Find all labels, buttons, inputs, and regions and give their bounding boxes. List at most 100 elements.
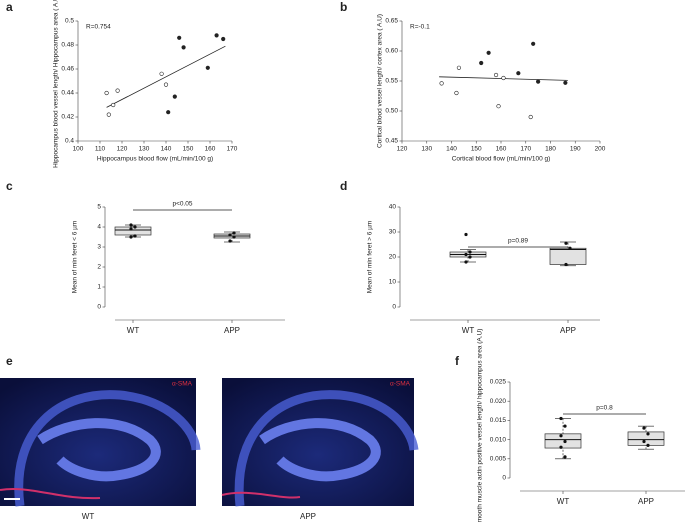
y-tick-label: 0.5	[65, 18, 74, 25]
box	[114, 226, 152, 236]
y-axis-label: α-smooth muscle actin positive vessel le…	[477, 329, 484, 522]
point	[159, 71, 164, 76]
point	[468, 255, 472, 259]
y-tick-label: 4	[97, 224, 101, 231]
y-tick-label: 0.020	[490, 398, 507, 405]
point	[642, 439, 646, 444]
image-caption: APP	[300, 512, 316, 521]
x-tick-label: APP	[638, 497, 654, 506]
y-tick-label: 0.44	[61, 90, 74, 97]
x-tick-label: 130	[421, 146, 432, 153]
point	[129, 223, 133, 227]
y-tick-label: 1	[97, 284, 101, 291]
tissue-band	[234, 390, 419, 507]
point	[464, 232, 468, 237]
y-axis-label: Mean of min feret > 6 µm	[367, 221, 374, 294]
y-tick-label: 0.45	[385, 138, 398, 145]
y-tick-label: 0.4	[65, 138, 74, 145]
point	[559, 416, 563, 421]
point	[501, 75, 506, 81]
panel-letter: b	[340, 0, 347, 14]
y-tick-label: 0	[392, 304, 396, 311]
box	[627, 431, 665, 446]
point	[563, 80, 568, 85]
y-tick-label: 30	[389, 229, 397, 236]
point	[563, 439, 567, 444]
p-value: p<0.05	[172, 201, 192, 208]
x-axis-label: Cortical blood flow (mL/min/100 g)	[452, 156, 551, 163]
point	[115, 88, 120, 93]
point	[214, 33, 219, 38]
point	[221, 36, 226, 42]
y-tick-label: 0	[97, 304, 101, 311]
point	[464, 260, 468, 264]
point	[129, 227, 133, 231]
point	[563, 455, 567, 459]
point	[456, 65, 462, 70]
point	[479, 60, 484, 66]
y-axis-label: Hippocampus blood vessel length/ Hippoca…	[53, 0, 60, 168]
y-tick-label: 0.65	[385, 18, 398, 25]
point	[205, 65, 210, 70]
y-tick-label: 3	[97, 244, 101, 251]
x-axis-label: Hippocampus blood flow (mL/min/100 g)	[97, 156, 213, 163]
stain-label: α-SMA	[172, 381, 193, 388]
p-value: p=0.8	[596, 405, 613, 412]
x-tick-label: APP	[560, 326, 576, 335]
point	[564, 262, 568, 267]
y-tick-label: 0.42	[61, 114, 74, 121]
point	[172, 94, 177, 99]
point	[129, 235, 133, 239]
y-tick-label: 0.48	[61, 42, 74, 49]
point	[228, 233, 232, 237]
point	[106, 112, 111, 117]
point	[646, 443, 650, 447]
x-tick-label: 150	[471, 146, 482, 153]
x-tick-label: 180	[545, 146, 556, 153]
point	[181, 45, 186, 50]
point	[163, 82, 169, 87]
tissue-band	[14, 390, 201, 507]
tissue-band	[37, 418, 161, 482]
y-tick-label: 0.60	[385, 48, 398, 55]
x-tick-label: 140	[446, 146, 457, 153]
x-tick-label: 140	[161, 146, 172, 153]
x-tick-label: WT	[462, 326, 475, 335]
x-tick-label: 110	[95, 146, 106, 153]
y-tick-label: 10	[389, 279, 397, 286]
y-tick-label: 0.015	[490, 417, 507, 424]
tissue-band	[259, 418, 381, 482]
image-app	[221, 378, 419, 507]
x-tick-label: 130	[139, 146, 150, 153]
point	[464, 252, 468, 257]
y-axis-label: Mean of min feret < 6 µm	[72, 221, 79, 294]
point	[536, 79, 541, 84]
y-tick-label: 0.55	[385, 78, 398, 85]
point	[559, 434, 563, 438]
point	[486, 50, 491, 55]
box	[549, 247, 587, 265]
point	[564, 241, 568, 245]
point	[454, 90, 459, 96]
y-tick-label: 0.025	[490, 379, 507, 386]
y-tick-label: 5	[97, 204, 101, 211]
y-tick-label: 20	[389, 254, 397, 261]
point	[468, 250, 472, 254]
panel-letter: a	[6, 0, 13, 14]
vessel	[221, 491, 301, 499]
point	[531, 41, 536, 46]
box	[544, 433, 582, 449]
point	[642, 426, 646, 430]
point	[559, 445, 563, 449]
point	[133, 234, 137, 238]
stain-label: α-SMA	[390, 381, 411, 388]
panel-letter: f	[455, 354, 460, 368]
point	[528, 114, 533, 120]
x-tick-label: 150	[183, 146, 194, 153]
y-tick-label: 0.46	[61, 66, 74, 73]
y-tick-label: 0.010	[490, 436, 507, 443]
x-tick-label: 100	[73, 146, 84, 153]
y-tick-label: 40	[389, 204, 397, 211]
annotation: R=0.754	[86, 24, 111, 31]
